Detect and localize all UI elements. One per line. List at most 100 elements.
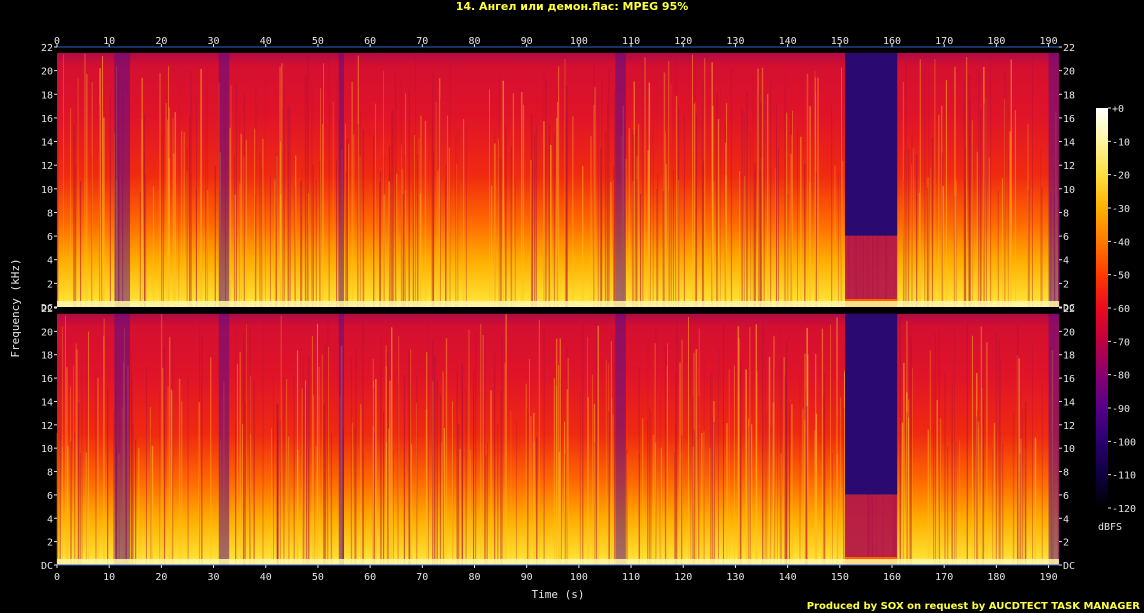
quiet-section	[218, 313, 230, 565]
x-tick-label-bottom: 140	[779, 572, 797, 583]
y-tick-label-left: 18	[41, 351, 53, 362]
colorbar-tick-label: -30	[1112, 204, 1130, 215]
colorbar-tick-label: +0	[1112, 104, 1124, 115]
y-tick-label-left: 12	[41, 421, 53, 432]
x-tick-label-top: 60	[364, 36, 376, 47]
x-tick-label-top: 0	[54, 36, 60, 47]
quiet-section	[1048, 52, 1059, 308]
quiet-section	[845, 52, 898, 236]
y-tick-label-right: 22	[1063, 43, 1075, 54]
quiet-section	[114, 313, 131, 565]
x-tick-label-bottom: 180	[987, 572, 1005, 583]
x-tick-label-top: 190	[1040, 36, 1058, 47]
quiet-section	[338, 52, 345, 308]
colorbar-tick-label: -60	[1112, 304, 1130, 315]
x-tick-label-bottom: 60	[364, 572, 376, 583]
x-tick-label-top: 170	[935, 36, 953, 47]
y-tick-label-right: 6	[1063, 491, 1069, 502]
colorbar-tick-label: -10	[1112, 137, 1130, 148]
y-tick-label-right: 2	[1063, 538, 1069, 549]
x-tick-label-top: 10	[103, 36, 115, 47]
quiet-section	[845, 313, 898, 495]
chart-title: 14. Ангел или демон.flac: MPEG 95%	[455, 0, 689, 13]
y-tick-label-left: 20	[41, 67, 53, 78]
colorbar: +0 -10 -20 -30 -40 -50 -60 -70 -80 -90 -100 -110 -12…	[1096, 104, 1136, 515]
y-tick-label-left: 20	[41, 327, 53, 338]
x-tick-label-bottom: 130	[726, 572, 744, 583]
y-tick-label-left: 6	[47, 232, 53, 243]
y-tick-label-right: 10	[1063, 185, 1075, 196]
x-tick-label-bottom: 40	[260, 572, 272, 583]
x-tick-label-bottom: 160	[883, 572, 901, 583]
x-tick-label-bottom: 100	[570, 572, 588, 583]
x-tick-label-top: 20	[155, 36, 167, 47]
colorbar-tick-label: -110	[1112, 471, 1136, 482]
y-tick-label-right: 8	[1063, 208, 1069, 219]
x-tick-label-top: 160	[883, 36, 901, 47]
y-tick-label-left: 22	[41, 304, 53, 315]
y-tick-label-right: DC	[1063, 561, 1075, 572]
y-tick-label-left: DC	[41, 561, 53, 572]
credit-text: Produced by SOX on request by AUCDTECT T…	[806, 601, 1140, 612]
colorbar-tick-label: -20	[1112, 171, 1130, 182]
y-tick-label-right: 18	[1063, 90, 1075, 101]
y-tick-label-right: DC	[1063, 303, 1075, 314]
y-tick-label-right: 2	[1063, 279, 1069, 290]
quiet-section	[218, 52, 230, 308]
y-tick-label-right: 18	[1063, 351, 1075, 362]
x-tick-label-top: 90	[521, 36, 533, 47]
y-tick-label-right: 12	[1063, 421, 1075, 432]
colorbar-tick-label: -50	[1112, 271, 1130, 282]
x-tick-label-bottom: 120	[674, 572, 692, 583]
y-tick-label-right: 22	[1063, 304, 1075, 315]
y-tick-label-left: 12	[41, 161, 53, 172]
x-tick-label-bottom: 30	[208, 572, 220, 583]
x-tick-label-top: 40	[260, 36, 272, 47]
y-tick-label-left: 2	[47, 538, 53, 549]
channel-1-spectrogram	[56, 47, 1060, 308]
quiet-section	[338, 313, 345, 565]
x-tick-label-top: 150	[831, 36, 849, 47]
x-tick-label-top: 130	[726, 36, 744, 47]
y-axis-label: Frequency (kHz)	[9, 258, 22, 357]
x-axis-label: Time (s)	[532, 588, 585, 601]
colorbar-unit-label: dBFS	[1098, 522, 1122, 533]
x-tick-label-bottom: 70	[416, 572, 428, 583]
x-tick-label-top: 110	[622, 36, 640, 47]
colorbar-tick-label: -90	[1112, 404, 1130, 415]
y-tick-label-left: 2	[47, 279, 53, 290]
x-tick-label-top: 30	[208, 36, 220, 47]
y-tick-label-left: 4	[47, 514, 53, 525]
x-tick-label-bottom: 190	[1040, 572, 1058, 583]
x-tick-label-bottom: 170	[935, 572, 953, 583]
x-tick-label-top: 50	[312, 36, 324, 47]
x-tick-label-bottom: 80	[468, 572, 480, 583]
y-tick-label-right: 20	[1063, 327, 1075, 338]
y-tick-label-right: 14	[1063, 138, 1075, 149]
y-tick-label-left: 8	[47, 208, 53, 219]
y-tick-label-right: 16	[1063, 114, 1075, 125]
y-tick-label-left: 18	[41, 90, 53, 101]
y-tick-label-left: DC	[41, 303, 53, 314]
colorbar-tick-label: -40	[1112, 237, 1130, 248]
y-tick-label-right: 10	[1063, 444, 1075, 455]
x-tick-label-bottom: 0	[54, 572, 60, 583]
y-tick-label-left: 4	[47, 256, 53, 267]
colorbar-tick-label: -100	[1112, 437, 1136, 448]
y-tick-label-left: 6	[47, 491, 53, 502]
colorbar-gradient	[1096, 108, 1108, 508]
y-tick-label-left: 14	[41, 138, 53, 149]
y-tick-label-right: 8	[1063, 468, 1069, 479]
y-tick-label-left: 8	[47, 468, 53, 479]
quiet-section	[1048, 313, 1059, 565]
y-tick-label-right: 14	[1063, 397, 1075, 408]
x-tick-label-top: 120	[674, 36, 692, 47]
y-tick-label-left: 14	[41, 397, 53, 408]
x-tick-label-top: 100	[570, 36, 588, 47]
y-tick-label-left: 10	[41, 444, 53, 455]
colorbar-tick-label: -120	[1112, 504, 1136, 515]
x-tick-label-top: 140	[779, 36, 797, 47]
x-tick-label-top: 80	[468, 36, 480, 47]
y-tick-label-left: 16	[41, 374, 53, 385]
